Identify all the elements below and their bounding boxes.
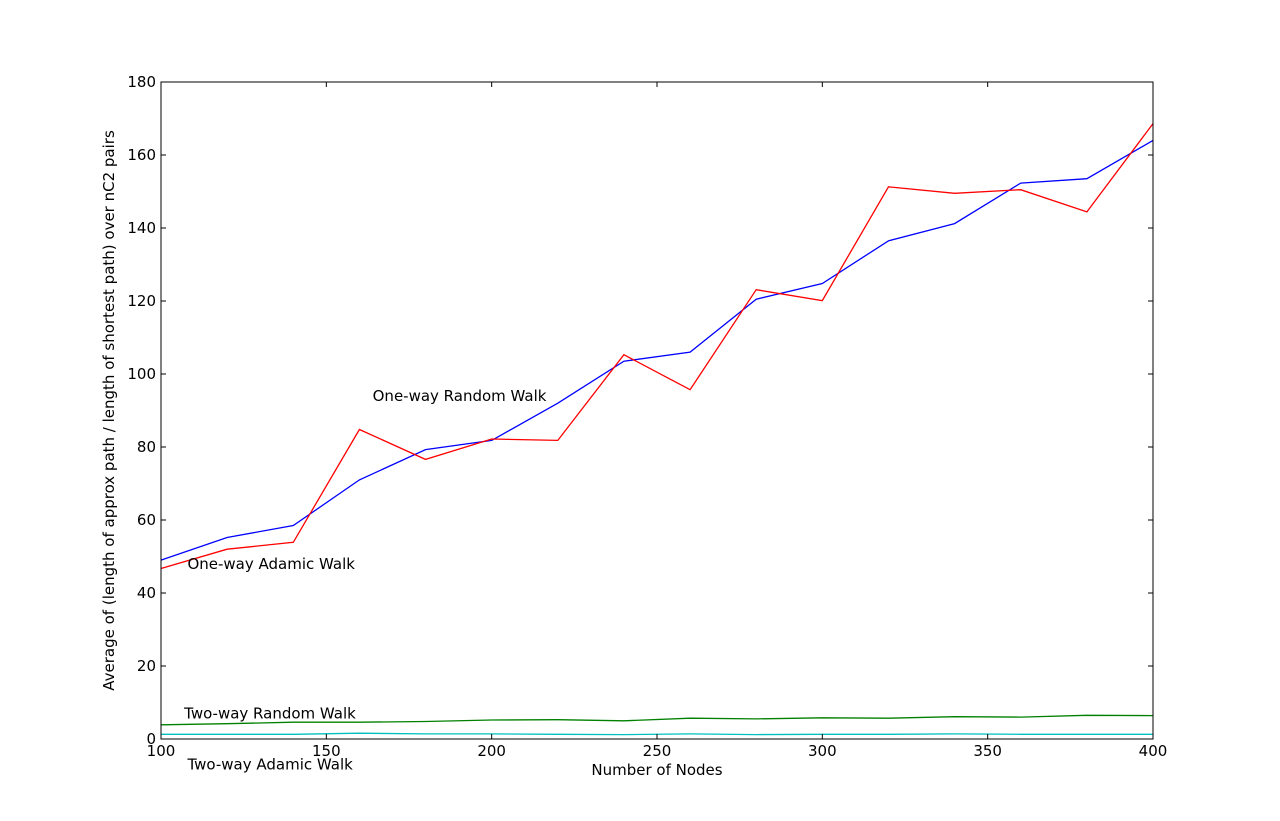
annotation-label: Two-way Random Walk <box>183 704 356 722</box>
annotations: One-way Random Walk One-way Adamic Walk Tw… <box>183 387 547 774</box>
y-tick-label: 40 <box>137 584 156 602</box>
annotation-label: One-way Adamic Walk <box>187 555 355 573</box>
x-tick-label: 250 <box>643 742 672 760</box>
series-line-1 <box>160 139 1154 561</box>
x-tick-label: 100 <box>147 742 176 760</box>
y-tick-label: 20 <box>137 657 156 675</box>
x-tick-label: 200 <box>477 742 506 760</box>
y-tick-label: 100 <box>127 365 156 383</box>
y-tick-label: 120 <box>127 292 156 310</box>
y-tick-label: 180 <box>127 73 156 91</box>
y-tick-label: 60 <box>137 511 156 529</box>
plot-frame <box>160 81 1154 740</box>
axis-ticks: 100 150 200 250 300 350 400 0 20 40 60 80 100 120 140 1… <box>127 73 1167 760</box>
x-tick-label: 300 <box>808 742 837 760</box>
y-axis-label: Average of (length of approx path / leng… <box>100 130 118 691</box>
series-lines <box>160 123 1154 736</box>
x-tick-label: 400 <box>1139 742 1168 760</box>
y-tick-label: 0 <box>146 730 156 748</box>
annotation-label: Two-way Adamic Walk <box>186 756 353 774</box>
y-tick-label: 160 <box>127 146 156 164</box>
annotation-label: One-way Random Walk <box>373 387 547 405</box>
x-tick-label: 350 <box>973 742 1002 760</box>
x-tick-label: 150 <box>312 742 341 760</box>
y-tick-label: 140 <box>127 219 156 237</box>
series-line-3 <box>160 714 1154 726</box>
series-line-2 <box>160 123 1154 570</box>
y-tick-label: 80 <box>137 438 156 456</box>
x-axis-label: Number of Nodes <box>591 761 722 779</box>
